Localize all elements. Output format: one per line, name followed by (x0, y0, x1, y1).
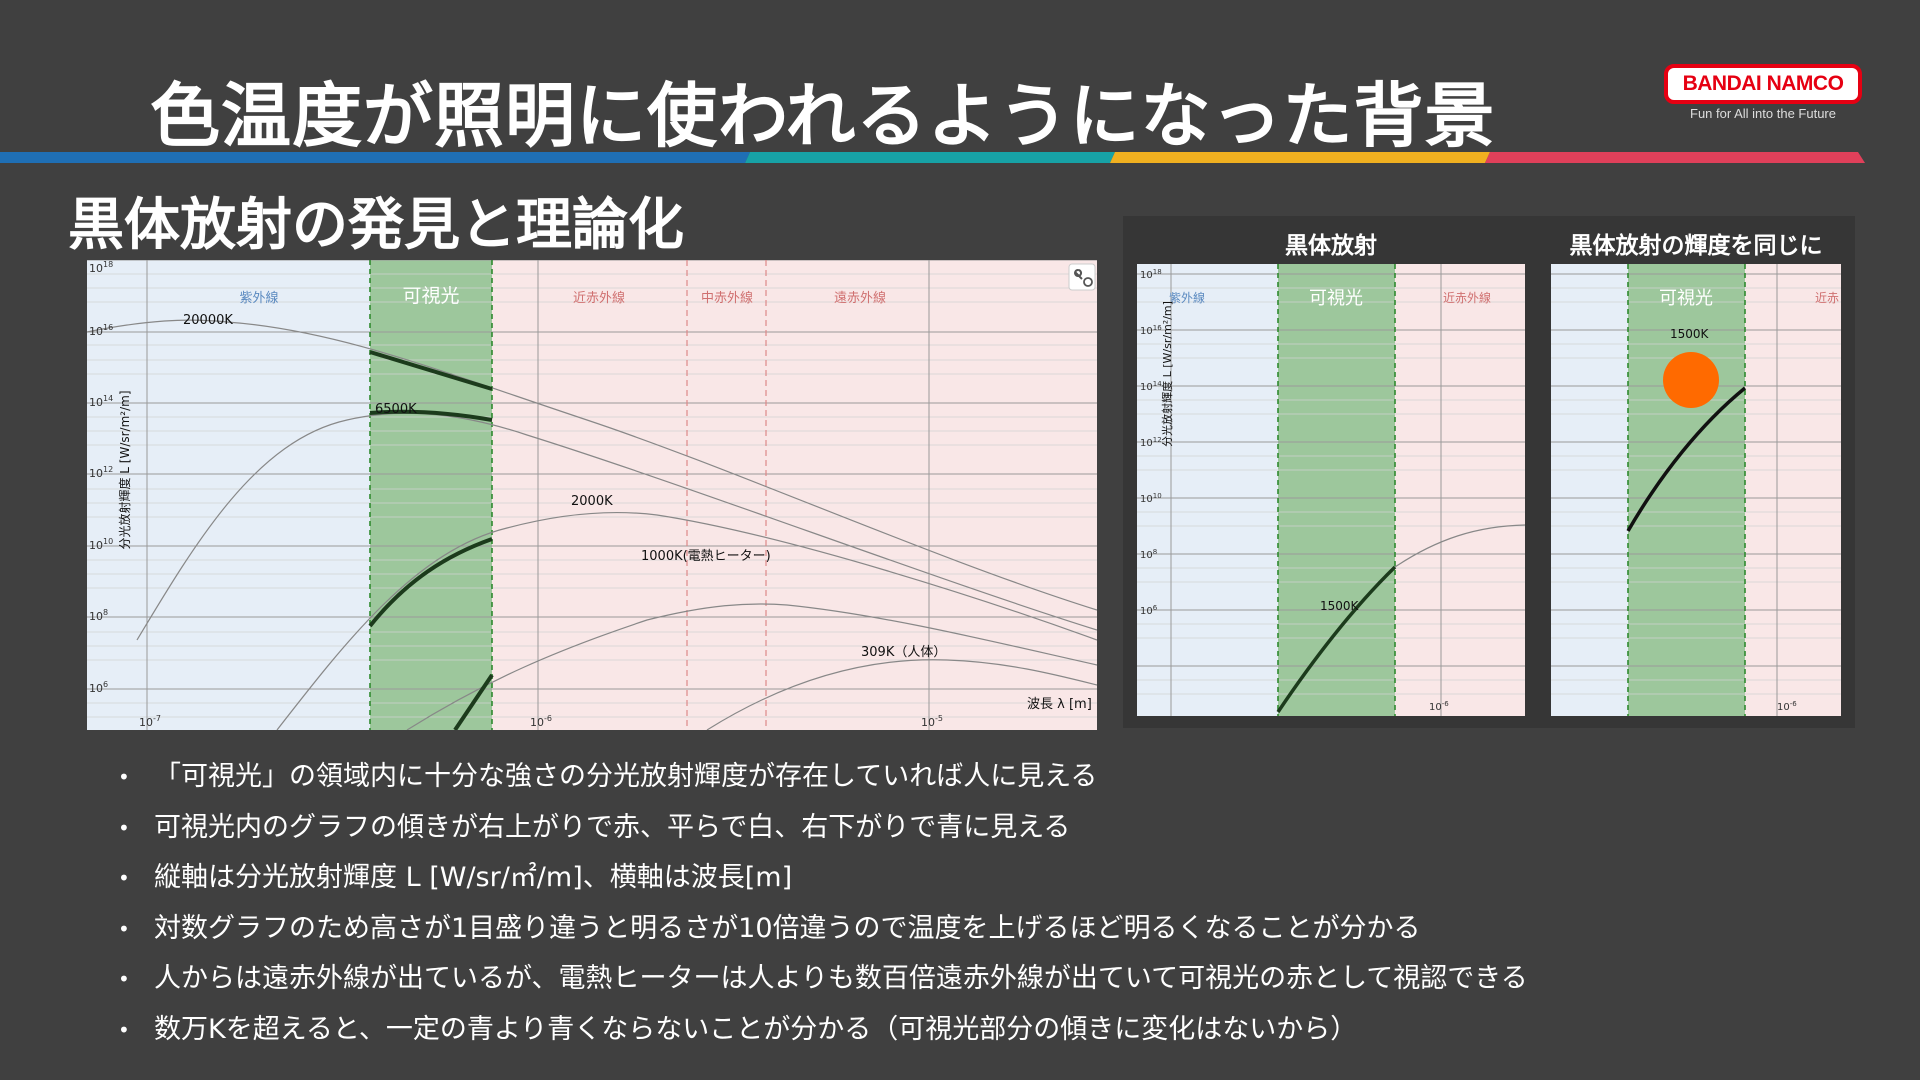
curve-1000k (406, 603, 1097, 730)
band-visible (1278, 264, 1395, 716)
major-gridlines (87, 260, 1097, 730)
band-ultraviolet (1551, 264, 1628, 716)
visible-segment-20000k (369, 350, 493, 391)
visible-segment-1500k (1276, 565, 1397, 713)
bullet-marker: • (118, 815, 130, 840)
band-ultraviolet (1137, 264, 1278, 716)
visible-segment-1000k (453, 673, 494, 730)
curve-label-6500k: 6500K (375, 402, 417, 417)
curve-label-1500k: 1500K (1320, 599, 1360, 613)
band-label-near-ir: 近赤外線 (573, 290, 625, 306)
stripe-red (1485, 152, 1865, 163)
band-ultraviolet (87, 260, 370, 730)
band-label-near-ir: 近赤 (1815, 291, 1839, 305)
bullet-text: 数万Kを超えると、一定の青より青くならないことが分かる（可視光部分の傾きに変化は… (154, 1013, 1358, 1045)
brand-logo: BANDAI NAMCO (1664, 64, 1862, 104)
x-axis-label: 波長 λ [m] (1027, 697, 1092, 712)
bullet-item: • 「可視光」の領域内に十分な強さの分光放射輝度が存在していれば人に見える (112, 752, 1528, 803)
bullet-text: 縦軸は分光放射輝度 L [W/sr/㎡/m]、横軸は波長[m] (154, 862, 793, 893)
curve-label-309k: 309K（人体） (861, 645, 946, 660)
y-axis-label: 分光放射輝度 L [W/sr/m²/m] (117, 390, 132, 549)
band-visible (1628, 264, 1745, 716)
band-label-mid-ir: 中赤外線 (701, 290, 753, 306)
band-boundaries (369, 260, 493, 730)
band-label-visible: 可視光 (1659, 288, 1713, 309)
brand-tagline: Fun for All into the Future (1690, 106, 1836, 121)
band-infrared (1745, 264, 1841, 716)
curve-2000k (276, 511, 1097, 730)
bullet-text: 可視光内のグラフの傾きが右上がりで赤、平らで白、右下がりで青に見える (154, 811, 1071, 843)
curve-6500k (136, 412, 1097, 641)
curve-label-20000k: 20000K (183, 313, 233, 328)
ir-boundaries (686, 260, 767, 730)
curve-label-1000k: 1000K(電熱ヒーター) (641, 549, 771, 564)
band-infrared (492, 260, 1097, 730)
bullet-list: • 「可視光」の領域内に十分な強さの分光放射輝度が存在していれば人に見える • 可視… (112, 752, 1528, 1055)
wrench-settings-icon[interactable] (1068, 263, 1096, 291)
stripe-blue (0, 152, 750, 163)
bullet-text: 「可視光」の領域内に十分な強さの分光放射輝度が存在していれば人に見える (154, 761, 1098, 792)
bullet-marker: • (118, 1017, 130, 1042)
bullet-item: • 人からは遠赤外線が出ているが、電熱ヒーターは人よりも数百倍遠赤外線が出ていて可… (112, 954, 1528, 1005)
curve-309k (706, 659, 1097, 730)
bullet-marker: • (118, 967, 130, 991)
bullet-item: • 数万Kを超えると、一定の青より青くならないことが分かる（可視光部分の傾きに変化… (112, 1005, 1528, 1056)
blackbody-chart: 紫外線 可視光 近赤外線 中赤外線 遠赤外線 20000K 6500K 2000… (87, 260, 1097, 730)
visible-highlights (368, 350, 494, 730)
visible-segment-1500k (1626, 386, 1747, 532)
stripe-yellow (1110, 152, 1490, 163)
major-gridlines (1551, 264, 1841, 716)
visible-segment-6500k (369, 409, 493, 422)
page-title: 色温度が照明に使われるようになった背景 (150, 75, 1496, 157)
stripe-teal (745, 152, 1115, 163)
panel-title-blackbody: 黒体放射 (1285, 233, 1377, 259)
band-boundaries (1627, 264, 1746, 716)
color-swatch-1500k (1663, 352, 1719, 408)
curve-20000k (87, 319, 1097, 611)
bullet-text: 対数グラフのため高さが1目盛り違うと明るさが10倍違うので温度を上げるほど明るく… (154, 912, 1421, 944)
bullet-marker: • (118, 866, 130, 890)
band-label-ultraviolet: 紫外線 (1169, 290, 1205, 305)
bullet-item: • 縦軸は分光放射輝度 L [W/sr/㎡/m]、横軸は波長[m] (112, 853, 1528, 904)
band-boundaries (1277, 264, 1396, 716)
panel-title-equal-luminance: 黒体放射の輝度を同じに (1569, 233, 1823, 259)
band-label-visible: 可視光 (402, 285, 459, 307)
bullet-marker: • (118, 765, 130, 789)
curve-label-1500k: 1500K (1670, 327, 1710, 341)
band-label-visible: 可視光 (1309, 288, 1363, 309)
section-heading: 黒体放射の発見と理論化 (68, 193, 684, 258)
band-infrared (1395, 264, 1525, 716)
title-underline-stripe (0, 152, 1865, 163)
band-label-near-ir: 近赤外線 (1443, 290, 1491, 305)
bullet-marker: • (118, 916, 130, 941)
band-label-far-ir: 遠赤外線 (834, 290, 886, 306)
visible-segment-2000k (368, 537, 493, 628)
major-gridlines (1137, 264, 1525, 716)
blackbody-1500k-chart: 紫外線 可視光 近赤外線 1500K 分光放射輝度 L [W/sr/m²/m] … (1137, 264, 1525, 716)
band-visible (370, 260, 492, 730)
bullet-text: 人からは遠赤外線が出ているが、電熱ヒーターは人よりも数百倍遠赤外線が出ていて可視… (154, 963, 1528, 994)
y-axis-label: 分光放射輝度 L [W/sr/m²/m] (1160, 301, 1174, 447)
minor-gridlines (1551, 287, 1841, 695)
equal-luminance-chart: 可視光 近赤 1500K 10-6 (1551, 264, 1841, 716)
curve-label-2000k: 2000K (571, 494, 613, 509)
bullet-item: • 可視光内のグラフの傾きが右上がりで赤、平らで白、右下がりで青に見える (112, 803, 1528, 854)
band-label-ultraviolet: 紫外線 (239, 290, 278, 306)
curve-1500k (1394, 524, 1525, 568)
bullet-item: • 対数グラフのため高さが1目盛り違うと明るさが10倍違うので温度を上げるほど明る… (112, 904, 1528, 955)
